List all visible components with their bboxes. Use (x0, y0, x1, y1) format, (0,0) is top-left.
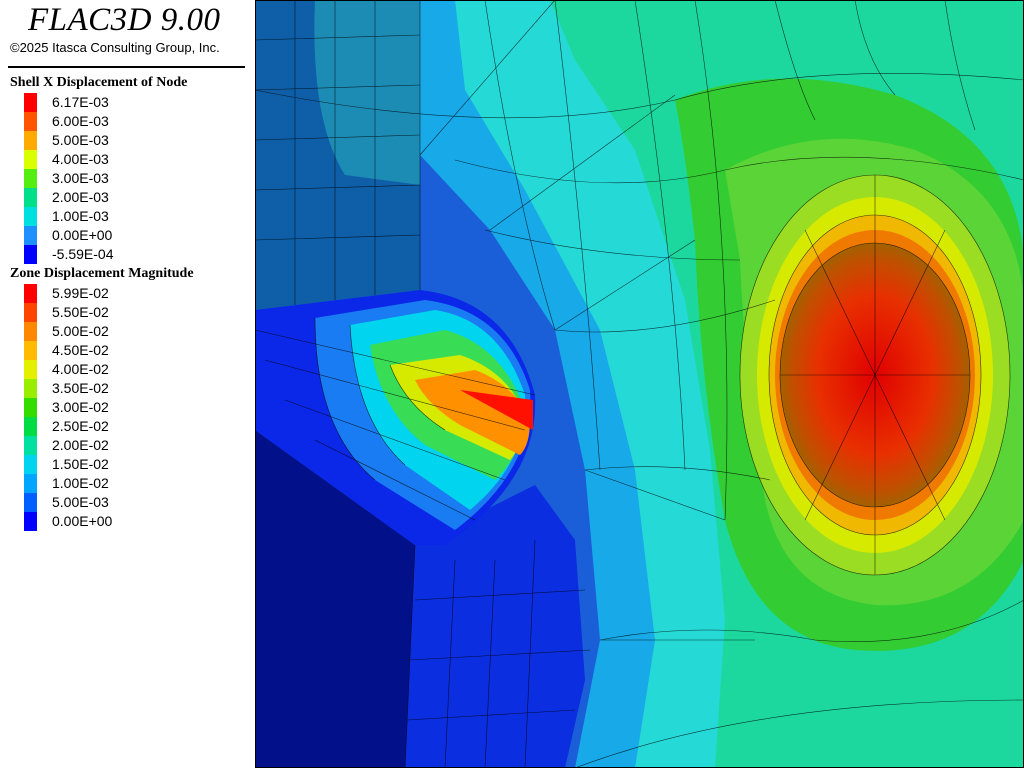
shell-legend-swatch (24, 226, 37, 245)
zone-legend-swatch (24, 284, 37, 303)
shell-legend-swatch (24, 112, 37, 131)
zone-legend-label: 3.50E-02 (52, 380, 109, 396)
zone-legend-label: 5.50E-02 (52, 304, 109, 320)
shell-legend-label: 3.00E-03 (52, 170, 109, 186)
shell-legend-title: Shell X Displacement of Node (10, 75, 188, 90)
shell-legend-label: 5.00E-03 (52, 132, 109, 148)
zone-legend-label: 5.00E-02 (52, 323, 109, 339)
zone-legend-swatch (24, 512, 37, 531)
zone-legend-label: 2.00E-02 (52, 437, 109, 453)
zone-legend-swatch (24, 341, 37, 360)
shell-legend-swatch (24, 169, 37, 188)
shell-legend-swatch (24, 188, 37, 207)
liner-orange (415, 370, 530, 455)
zone-legend-label: 1.00E-02 (52, 475, 109, 491)
shell-legend-label: 0.00E+00 (52, 227, 113, 243)
mesh-lines (255, 0, 1024, 768)
zone-legend-swatch (24, 436, 37, 455)
shell-legend-label: 2.00E-03 (52, 189, 109, 205)
model-viewport[interactable] (255, 0, 1024, 768)
zone-legend-swatch (24, 493, 37, 512)
zone-legend-label: 3.00E-02 (52, 399, 109, 415)
shell-legend-label: 4.00E-03 (52, 151, 109, 167)
zone-legend-swatch (24, 322, 37, 341)
zone-legend-label: 1.50E-02 (52, 456, 109, 472)
zone-legend-swatch (24, 398, 37, 417)
dark-block-lower (255, 430, 415, 768)
shell-legend-swatch (24, 93, 37, 112)
shell-legend-swatch (24, 207, 37, 226)
zone-legend-swatch (24, 455, 37, 474)
zone-legend-label: 4.00E-02 (52, 361, 109, 377)
shell-legend-label: -5.59E-04 (52, 246, 114, 262)
block-blue-face (405, 485, 585, 768)
zone-legend-title: Zone Displacement Magnitude (10, 266, 194, 281)
zone-legend-swatch (24, 474, 37, 493)
shell-legend-label: 6.17E-03 (52, 94, 109, 110)
liner-red (460, 390, 533, 430)
zone-legend-label: 0.00E+00 (52, 513, 113, 529)
shell-legend-label: 1.00E-03 (52, 208, 109, 224)
copyright-text: ©2025 Itasca Consulting Group, Inc. (10, 40, 220, 55)
app-title: FLAC3D 9.00 (28, 2, 221, 38)
zone-legend-swatch (24, 360, 37, 379)
dark-face-shade (255, 0, 420, 310)
shell-legend-swatch (24, 245, 37, 264)
legend-divider (8, 66, 245, 68)
legend-panel: FLAC3D 9.00 ©2025 Itasca Consulting Grou… (0, 0, 255, 768)
zone-legend-label: 5.00E-03 (52, 494, 109, 510)
zone-legend-swatch (24, 303, 37, 322)
zone-legend-swatch (24, 379, 37, 398)
shell-legend-swatch (24, 131, 37, 150)
zone-legend-label: 4.50E-02 (52, 342, 109, 358)
zone-legend-label: 2.50E-02 (52, 418, 109, 434)
zone-legend-label: 5.99E-02 (52, 285, 109, 301)
zone-legend-swatch (24, 417, 37, 436)
shell-legend-label: 6.00E-03 (52, 113, 109, 129)
shell-legend-swatch (24, 150, 37, 169)
contour-plot (255, 0, 1024, 768)
